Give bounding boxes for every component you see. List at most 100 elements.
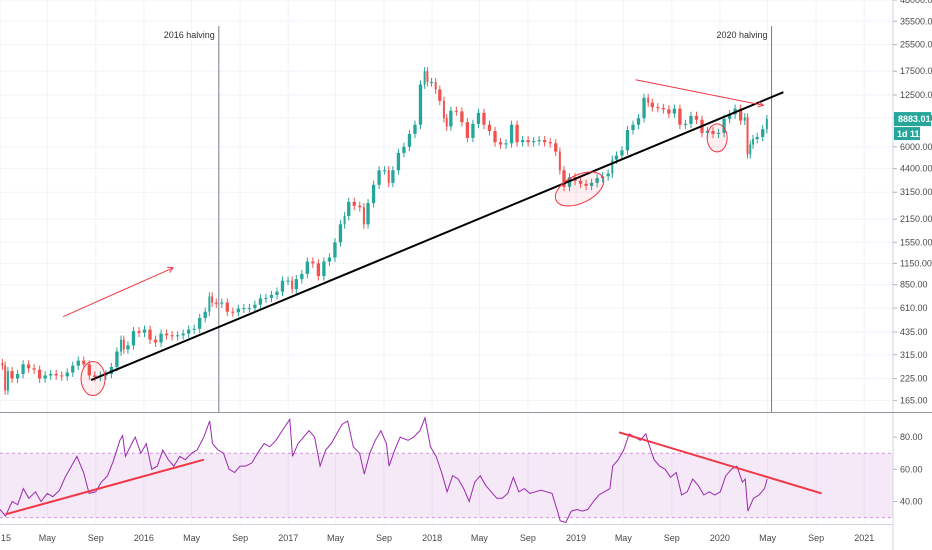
candle-body bbox=[109, 366, 114, 374]
price-tick-label: 17500.00 bbox=[900, 66, 932, 76]
candle-body bbox=[589, 182, 594, 186]
candle-body bbox=[515, 124, 519, 143]
candle-body bbox=[333, 242, 337, 258]
candle-body bbox=[656, 107, 660, 109]
candle-body bbox=[115, 351, 119, 367]
candle-body bbox=[418, 84, 423, 125]
candle-body bbox=[338, 224, 343, 243]
candle-body bbox=[391, 170, 395, 183]
candle-body bbox=[743, 117, 746, 121]
price-tick-label: 12500.00 bbox=[900, 90, 932, 100]
price-tick-label: 48000.00 bbox=[900, 0, 932, 5]
candle-body bbox=[554, 143, 558, 152]
time-tick-label: 2020 bbox=[710, 533, 730, 543]
candle-body bbox=[426, 71, 429, 83]
candle-body bbox=[738, 108, 743, 121]
candle-body bbox=[650, 102, 654, 108]
candle-body bbox=[258, 298, 263, 305]
candle-body bbox=[716, 132, 721, 134]
arrow-head bbox=[167, 266, 175, 273]
candle-body bbox=[126, 345, 130, 350]
candle-body bbox=[504, 143, 508, 145]
candle-body bbox=[311, 261, 315, 264]
countdown-badge-text: 1d 11h bbox=[897, 129, 925, 139]
candle-body bbox=[611, 159, 614, 174]
highlight-ellipse bbox=[80, 361, 106, 397]
candle-body bbox=[54, 373, 58, 376]
candle-body bbox=[429, 82, 434, 84]
price-tick-label: 225.00 bbox=[900, 374, 928, 384]
time-tick-label: Sep bbox=[376, 533, 392, 543]
candle-body bbox=[286, 280, 290, 282]
candle-body bbox=[220, 302, 224, 304]
candle-body bbox=[242, 308, 246, 310]
candle-body bbox=[211, 296, 214, 303]
candle-body bbox=[722, 118, 726, 133]
candle-body bbox=[749, 144, 752, 155]
highlight-ellipse bbox=[706, 123, 728, 153]
candle-body bbox=[614, 155, 619, 160]
candle-body bbox=[327, 257, 332, 262]
price-badge-value: 8883.01 bbox=[898, 114, 931, 124]
halving-label: 2016 halving bbox=[164, 30, 215, 40]
candle-body bbox=[689, 115, 693, 124]
candle-body bbox=[487, 124, 492, 132]
candle-body bbox=[694, 115, 699, 120]
candle-body bbox=[32, 368, 36, 370]
candle-body bbox=[4, 365, 7, 391]
candle-body bbox=[647, 97, 650, 103]
price-tick-label: 35500.00 bbox=[900, 16, 932, 26]
time-tick-label: Sep bbox=[232, 533, 248, 543]
candle-body bbox=[294, 279, 298, 289]
candle-body bbox=[192, 328, 196, 330]
candle-body bbox=[316, 263, 321, 277]
candle-body bbox=[198, 318, 202, 329]
candle-body bbox=[755, 136, 759, 139]
price-tick-label: 4400.00 bbox=[900, 164, 932, 174]
rsi-trendline bbox=[618, 431, 822, 495]
candle-body bbox=[407, 133, 412, 147]
candle-body bbox=[247, 308, 252, 310]
price-tick-label: 25500.00 bbox=[900, 40, 932, 50]
price-tick-label: 6000.00 bbox=[900, 142, 932, 152]
rsi-tick-label: 60.00 bbox=[900, 464, 923, 474]
candle-body bbox=[181, 333, 185, 336]
candle-body bbox=[382, 170, 387, 172]
arrow-line bbox=[62, 267, 174, 318]
candle-body bbox=[746, 117, 749, 155]
candle-body bbox=[322, 261, 326, 277]
candle-body bbox=[423, 71, 426, 85]
time-tick-label: 2018 bbox=[422, 533, 442, 543]
candle-body bbox=[137, 331, 141, 333]
candle-body bbox=[636, 118, 641, 125]
candle-body bbox=[672, 108, 677, 114]
time-tick-label: 2019 bbox=[566, 533, 586, 543]
candle-body bbox=[26, 364, 31, 369]
candle-body bbox=[120, 339, 123, 352]
candle-body bbox=[548, 142, 552, 144]
candle-body bbox=[562, 170, 566, 187]
candle-body bbox=[305, 261, 309, 274]
candle-body bbox=[49, 373, 53, 376]
candle-body bbox=[60, 375, 64, 377]
candle-body bbox=[352, 201, 356, 206]
candle-body bbox=[661, 107, 666, 110]
time-tick-label: 15 bbox=[1, 533, 11, 543]
candle-body bbox=[122, 339, 125, 350]
candle-body bbox=[21, 364, 25, 374]
candle-body bbox=[402, 146, 406, 153]
price-tick-label: 435.00 bbox=[900, 327, 928, 337]
candle-body bbox=[558, 151, 561, 171]
time-tick-label: May bbox=[471, 533, 489, 543]
candle-body bbox=[6, 371, 9, 391]
candle-body bbox=[366, 203, 370, 225]
price-tick-label: 1150.00 bbox=[900, 258, 932, 268]
candle-body bbox=[269, 294, 274, 298]
candle-body bbox=[76, 360, 80, 366]
candle-body bbox=[231, 311, 235, 313]
candle-body bbox=[208, 296, 211, 312]
candle-body bbox=[300, 273, 304, 280]
candle-body bbox=[631, 124, 635, 131]
candle-body bbox=[465, 122, 470, 138]
